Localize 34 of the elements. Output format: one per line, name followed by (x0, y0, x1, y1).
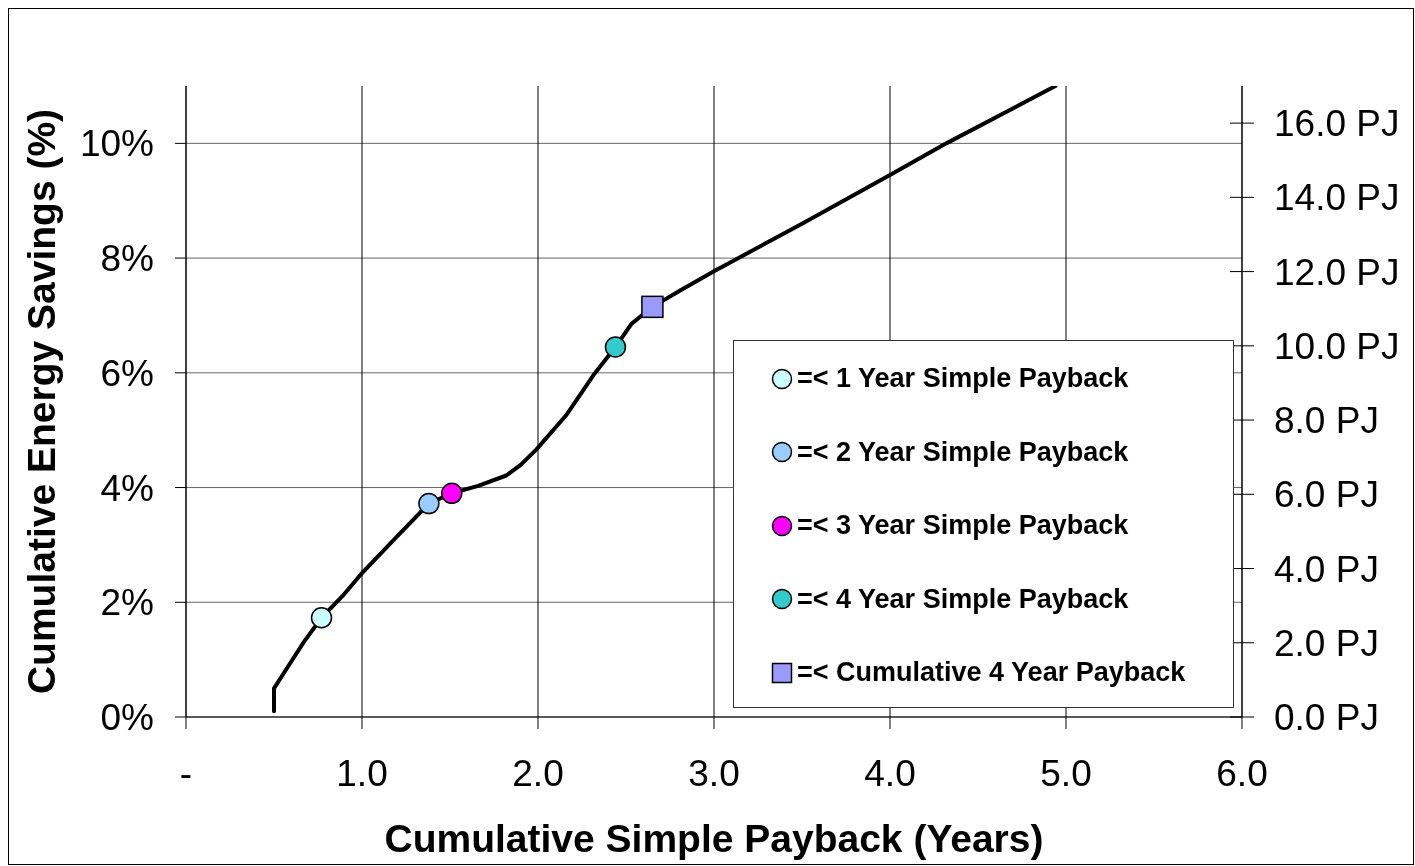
point (441, 482, 463, 505)
y-tick-label: 0% (100, 697, 154, 739)
x-tick-label: 5.0 (1040, 753, 1092, 795)
point (604, 336, 627, 358)
y-tick-label: 4% (100, 467, 154, 509)
legend-label: =< 3 Year Simple Payback (797, 510, 1129, 542)
y2-tick-label: 0.0 PJ (1274, 697, 1379, 739)
x-tick-label: 4.0 (864, 753, 916, 795)
y-tick-label: 8% (100, 238, 154, 280)
point (310, 607, 333, 629)
y2-tick-label: 12.0 PJ (1274, 251, 1400, 293)
y-tick-label: 10% (79, 123, 154, 165)
y-axis-title: Cumulative Energy Savings (%) (19, 108, 63, 695)
y2-tick-label: 14.0 PJ (1274, 177, 1400, 219)
y-tick-label: 6% (100, 352, 154, 394)
y2-tick-label: 10.0 PJ (1274, 325, 1400, 367)
legend-label: =< Cumulative 4 Year Payback (797, 657, 1186, 689)
x-axis-title: Cumulative Simple Payback (Years) (384, 817, 1044, 860)
x-tick-label: 6.0 (1216, 753, 1268, 795)
x-tick-label: 2.0 (512, 753, 564, 795)
y2-tick-label: 16.0 PJ (1274, 103, 1400, 145)
y-tick-label: 2% (100, 582, 154, 624)
legend-label: =< 1 Year Simple Payback (797, 363, 1129, 395)
y2-tick-label: 8.0 PJ (1274, 400, 1379, 442)
y2-tick-label: 6.0 PJ (1274, 474, 1379, 516)
x-tick-label: 3.0 (688, 753, 740, 795)
x-tick-label: - (179, 753, 193, 795)
y2-tick-label: 2.0 PJ (1274, 622, 1379, 664)
legend-label: =< 2 Year Simple Payback (797, 436, 1129, 468)
x-tick-label: 1.0 (336, 753, 388, 795)
y2-tick-label: 4.0 PJ (1274, 548, 1379, 590)
point (641, 295, 664, 319)
point (418, 492, 440, 515)
legend-label: =< 4 Year Simple Payback (797, 583, 1129, 615)
